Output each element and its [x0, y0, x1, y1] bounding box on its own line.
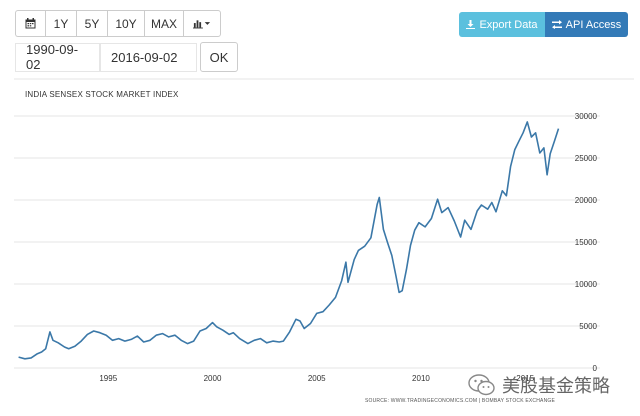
watermark: 美股基金策略: [468, 372, 610, 398]
start-date-field[interactable]: 1990-09-02: [15, 42, 100, 72]
source-note: SOURCE: WWW.TRADINGECONOMICS.COM | BOMBA…: [365, 398, 556, 404]
y-tick-label: 15000: [575, 238, 598, 247]
calendar-icon: [25, 18, 36, 29]
date-range: 1990-09-02 2016-09-02 OK: [15, 42, 238, 72]
export-data-label: Export Data: [479, 18, 538, 31]
exchange-icon: [551, 20, 562, 29]
x-tick-label: 2010: [412, 374, 430, 383]
ok-button[interactable]: OK: [200, 42, 238, 72]
range-max-button[interactable]: MAX: [144, 10, 183, 37]
range-5y-button[interactable]: 5Y: [76, 10, 107, 37]
api-access-label: API Access: [565, 18, 622, 31]
chart-type-button[interactable]: [183, 10, 221, 37]
y-tick-label: 20000: [575, 196, 598, 205]
y-tick-label: 0: [593, 364, 598, 373]
x-tick-label: 1995: [99, 374, 117, 383]
export-data-button[interactable]: Export Data: [459, 12, 545, 37]
wechat-icon: [468, 374, 495, 396]
watermark-text: 美股基金策略: [502, 376, 610, 397]
sensex-series-line: [18, 121, 560, 360]
x-tick-label: 2000: [204, 374, 222, 383]
range-1y-button[interactable]: 1Y: [45, 10, 76, 37]
range-10y-button[interactable]: 10Y: [107, 10, 144, 37]
y-tick-label: 25000: [575, 154, 598, 163]
x-tick-label: 2005: [308, 374, 326, 383]
end-date-field[interactable]: 2016-09-02: [100, 42, 197, 72]
y-tick-label: 10000: [575, 280, 598, 289]
api-access-button[interactable]: API Access: [545, 12, 628, 37]
chart-title: INDIA SENSEX STOCK MARKET INDEX: [25, 90, 179, 99]
bar-chart-icon: [193, 20, 211, 29]
calendar-button[interactable]: [15, 10, 45, 37]
x-tick-label: 2015: [516, 374, 534, 383]
y-tick-label: 5000: [579, 322, 597, 331]
range-toolbar: 1Y 5Y 10Y MAX: [15, 10, 221, 39]
download-icon: [466, 20, 476, 29]
y-tick-label: 30000: [575, 112, 598, 121]
